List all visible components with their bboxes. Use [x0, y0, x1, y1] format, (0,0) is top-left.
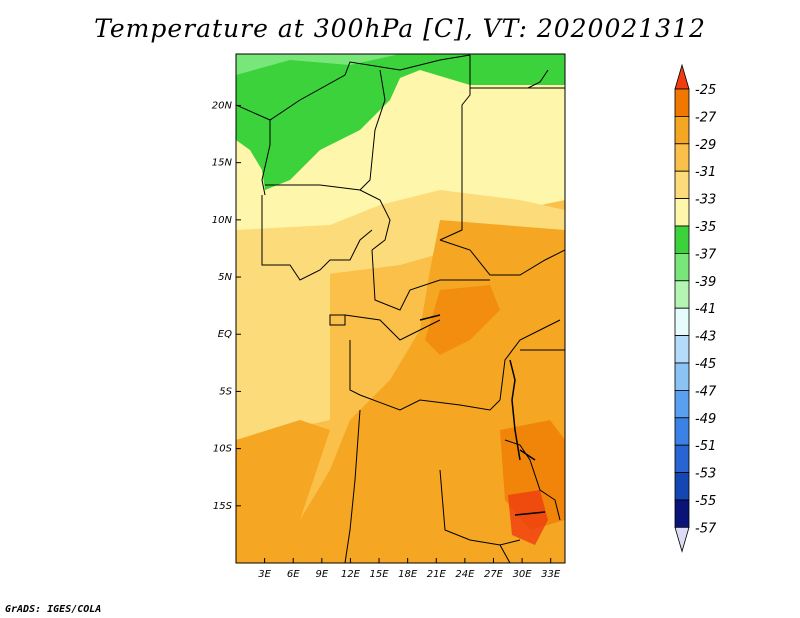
lon-tick-label: 3E	[258, 569, 271, 580]
colorbar-label: -43	[695, 330, 716, 345]
colorbar-label: -45	[695, 357, 716, 372]
colorbar-label: -47	[695, 384, 717, 399]
map-frame	[235, 53, 566, 564]
colorbar-label: -51	[695, 439, 716, 454]
colorbar-swatch	[674, 472, 690, 501]
lakes	[419, 314, 546, 516]
colorbar-label: -49	[695, 412, 716, 427]
lat-tick-label: 20N	[212, 100, 233, 111]
colorbar-swatch	[674, 280, 690, 309]
fill-25	[508, 490, 548, 545]
colorbar-label: -35	[695, 220, 716, 235]
fill-27-central	[425, 285, 500, 355]
lon-tick-label: 21E	[427, 569, 447, 580]
colorbar-label: -33	[695, 193, 716, 208]
colorbar-bottom-arrow	[674, 527, 690, 553]
colorbar-swatch	[674, 252, 690, 282]
fill-33-band	[236, 190, 565, 280]
longitude-axis: 3E 6E 9E 12E 15E 18E 21E 24E 27E 30E 33E	[258, 558, 561, 580]
map-title: Temperature at 300hPa [C], VT: 202002131…	[94, 14, 706, 43]
colorbar: -25 -27 -29 -31 -33 -35 -37 -39 -41 -43 -45 -47 -49 -…	[674, 63, 717, 553]
colorbar-swatch	[674, 499, 690, 528]
latitude-axis: 20N 15N 10N 5N EQ 5S 10S 15S	[212, 100, 241, 512]
colorbar-top-arrow	[674, 63, 690, 90]
fill-39	[236, 54, 400, 75]
colorbar-label: -29	[695, 138, 716, 153]
colorbar-swatch	[674, 116, 690, 145]
colorbar-swatch	[674, 143, 690, 172]
lat-tick-label: EQ	[218, 329, 232, 340]
lat-tick-label: 15N	[212, 158, 233, 169]
colorbar-label: -39	[695, 275, 716, 290]
colorbar-swatch	[674, 362, 690, 391]
colorbar-label: -25	[695, 83, 716, 98]
colorbar-swatch	[674, 335, 690, 364]
lon-tick-label: 6E	[287, 569, 300, 580]
fill-37	[236, 54, 565, 190]
colorbar-swatch	[674, 225, 690, 254]
colorbar-label: -41	[695, 302, 716, 317]
lon-tick-label: 15E	[370, 569, 390, 580]
colorbar-label: -27	[695, 110, 717, 125]
colorbar-swatch	[674, 170, 690, 199]
colorbar-label: -55	[695, 494, 716, 509]
lon-tick-label: 27E	[484, 569, 504, 580]
lat-tick-label: 15S	[213, 501, 233, 512]
lat-tick-label: 10N	[212, 215, 233, 226]
colorbar-label: -37	[695, 247, 717, 262]
lat-tick-label: 5S	[219, 386, 232, 397]
lon-tick-label: 18E	[398, 569, 418, 580]
lon-tick-label: 12E	[341, 569, 361, 580]
grads-credit: GrADS: IGES/COLA	[5, 604, 102, 615]
lat-tick-label: 5N	[218, 272, 232, 283]
lon-tick-label: 30E	[513, 569, 533, 580]
lon-tick-label: 33E	[541, 569, 561, 580]
colorbar-swatch	[674, 198, 690, 227]
colorbar-swatch	[674, 417, 690, 446]
lon-tick-label: 24E	[455, 569, 475, 580]
lat-tick-label: 10S	[213, 444, 233, 455]
colorbar-swatch	[674, 444, 690, 474]
lon-tick-label: 9E	[315, 569, 328, 580]
fill-29-sw	[236, 420, 330, 563]
colorbar-label: -57	[695, 521, 717, 536]
colorbar-swatch	[674, 88, 690, 117]
country-borders	[236, 54, 565, 563]
colorbar-label: -53	[695, 467, 716, 482]
colorbar-swatch	[674, 389, 690, 419]
contour-fill	[236, 54, 565, 563]
colorbar-swatch	[674, 307, 690, 337]
colorbar-label: -31	[695, 165, 716, 180]
fill-33-west	[236, 265, 330, 440]
